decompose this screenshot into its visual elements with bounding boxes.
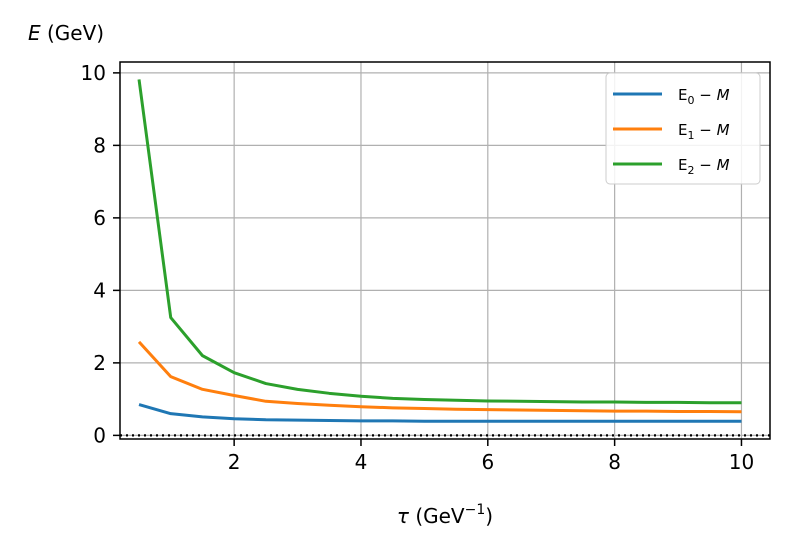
y-tick-label: 2 <box>93 351 106 375</box>
y-axis-label-unit: (GeV) <box>41 21 104 45</box>
legend-label-subscript: 2 <box>687 164 694 177</box>
legend-label-operator: − <box>694 121 716 139</box>
series-line-0 <box>138 403 742 423</box>
x-tick-label: 2 <box>228 450 241 474</box>
x-tick-label: 6 <box>481 450 494 474</box>
y-tick-label: 8 <box>93 133 106 157</box>
x-tick-label: 8 <box>608 450 621 474</box>
x-tick-label: 10 <box>729 450 754 474</box>
y-tick-label: 10 <box>81 61 106 85</box>
x-axis-label: τ (GeV−1) <box>397 502 493 528</box>
series-line-1 <box>137 340 742 414</box>
y-tick-label: 6 <box>93 206 106 230</box>
x-axis-label-symbol: τ <box>397 504 410 528</box>
series-line-2 <box>137 79 742 405</box>
legend-label-main: E <box>678 86 687 104</box>
legend-items: E0 − ME1 − ME2 − M <box>613 86 730 177</box>
legend-label-main: E <box>678 121 687 139</box>
legend-box <box>605 72 761 185</box>
y-tick-label: 0 <box>93 423 106 447</box>
x-tick-label: 4 <box>355 450 368 474</box>
y-axis-label: E (GeV) <box>28 21 104 45</box>
legend: E0 − ME1 − ME2 − M <box>605 72 761 185</box>
y-axis-label-symbol: E <box>28 21 41 45</box>
legend-label-main: E <box>678 156 687 174</box>
x-axis-label-unit: (GeV <box>409 504 465 528</box>
legend-label-2: E2 − M <box>678 156 730 177</box>
legend-label-variable: M <box>717 121 730 139</box>
legend-label-subscript: 0 <box>687 94 694 107</box>
y-tick-label: 4 <box>93 278 106 302</box>
x-axis-label-exponent: −1 <box>465 502 486 518</box>
legend-label-1: E1 − M <box>678 121 730 142</box>
x-axis-label-close: ) <box>485 504 493 528</box>
legend-label-subscript: 1 <box>687 129 694 142</box>
legend-label-0: E0 − M <box>678 86 730 107</box>
plot-frame <box>119 61 771 440</box>
legend-label-variable: M <box>717 86 730 104</box>
legend-label-variable: M <box>717 156 730 174</box>
legend-label-operator: − <box>694 86 716 104</box>
series-layer <box>137 79 742 423</box>
legend-label-operator: − <box>694 156 716 174</box>
